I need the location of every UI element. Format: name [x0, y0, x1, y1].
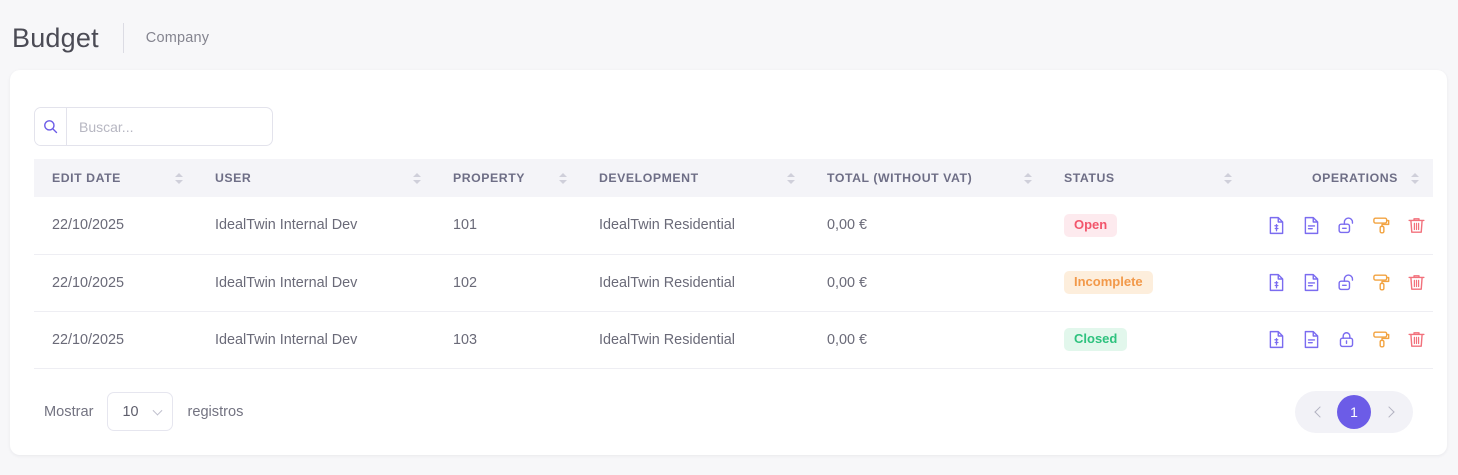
- trash-icon[interactable]: [1406, 215, 1427, 236]
- search-icon: [44, 120, 58, 134]
- chevron-right-icon: [1382, 406, 1395, 418]
- cell-operations: [1246, 197, 1433, 255]
- operations-group: [1264, 272, 1433, 293]
- header-divider: [122, 23, 124, 53]
- cell-status: Open: [1046, 197, 1246, 255]
- cell-property-link[interactable]: 102: [435, 254, 581, 312]
- table-body: 22/10/2025 IdealTwin Internal Dev 101 Id…: [34, 197, 1433, 369]
- column-header-user[interactable]: USER: [197, 159, 435, 197]
- sort-icon[interactable]: [559, 172, 567, 184]
- invoice-dollar-icon[interactable]: [1266, 272, 1287, 293]
- padlock-icon[interactable]: [1336, 329, 1357, 350]
- status-badge: Incomplete: [1064, 271, 1153, 294]
- page-size-select[interactable]: 10: [107, 392, 174, 431]
- table-head: EDIT DATE USER PROPERTY: [34, 159, 1433, 197]
- operations-group: [1264, 329, 1433, 350]
- paint-roller-icon[interactable]: [1371, 272, 1392, 293]
- status-badge: Closed: [1064, 328, 1128, 351]
- status-badge: Open: [1064, 213, 1118, 237]
- column-label: STATUS: [1064, 171, 1115, 185]
- table-row: 22/10/2025 IdealTwin Internal Dev 102 Id…: [34, 254, 1433, 312]
- cell-total: 0,00 €: [809, 254, 1046, 312]
- cell-development: IdealTwin Residential: [581, 197, 809, 255]
- column-label: DEVELOPMENT: [599, 171, 699, 185]
- show-label: Mostrar: [44, 403, 94, 420]
- column-header-development[interactable]: DEVELOPMENT: [581, 159, 809, 197]
- column-header-operations[interactable]: OPERATIONS: [1246, 159, 1433, 197]
- sort-icon[interactable]: [1024, 172, 1032, 184]
- column-label: USER: [215, 171, 252, 185]
- cell-user: IdealTwin Internal Dev: [197, 254, 435, 312]
- table-header-row: EDIT DATE USER PROPERTY: [34, 159, 1433, 197]
- cell-status: Incomplete: [1046, 254, 1246, 312]
- budget-table: EDIT DATE USER PROPERTY: [34, 159, 1433, 369]
- cell-total: 0,00 €: [809, 197, 1046, 255]
- document-lines-icon[interactable]: [1301, 272, 1322, 293]
- trash-icon[interactable]: [1406, 329, 1427, 350]
- sort-icon[interactable]: [1224, 172, 1232, 184]
- page-header: Budget Company: [0, 0, 1458, 58]
- page-size-value: 10: [122, 403, 139, 420]
- cell-operations: [1246, 311, 1433, 369]
- document-lines-icon[interactable]: [1301, 215, 1322, 236]
- search-input[interactable]: [67, 108, 272, 145]
- cell-edit-date: 22/10/2025: [34, 197, 197, 255]
- sort-icon[interactable]: [413, 172, 421, 184]
- budget-card: EDIT DATE USER PROPERTY: [10, 70, 1447, 455]
- search-box: [34, 107, 273, 146]
- page-title: Budget: [12, 22, 99, 53]
- cell-status: Closed: [1046, 311, 1246, 369]
- document-lines-icon[interactable]: [1301, 329, 1322, 350]
- cell-edit-date: 22/10/2025: [34, 254, 197, 312]
- cell-development: IdealTwin Residential: [581, 254, 809, 312]
- records-label: registros: [187, 403, 244, 420]
- cell-user: IdealTwin Internal Dev: [197, 197, 435, 255]
- chevron-left-icon: [1313, 406, 1326, 418]
- column-header-total[interactable]: TOTAL (WITHOUT VAT): [809, 159, 1046, 197]
- pagination-next-button[interactable]: [1373, 395, 1407, 429]
- cell-development: IdealTwin Residential: [581, 311, 809, 369]
- sort-icon[interactable]: [787, 172, 795, 184]
- column-header-property[interactable]: PROPERTY: [435, 159, 581, 197]
- column-label: OPERATIONS: [1312, 171, 1398, 185]
- trash-icon[interactable]: [1406, 272, 1427, 293]
- paint-roller-icon[interactable]: [1371, 329, 1392, 350]
- pagination: 1: [1295, 391, 1413, 433]
- breadcrumb: Company: [145, 30, 210, 46]
- padlock-icon[interactable]: [1336, 215, 1357, 236]
- sort-icon[interactable]: [175, 172, 183, 184]
- cell-property-link[interactable]: 103: [435, 311, 581, 369]
- paint-roller-icon[interactable]: [1371, 215, 1392, 236]
- column-label: EDIT DATE: [52, 171, 121, 185]
- padlock-icon[interactable]: [1336, 272, 1357, 293]
- column-header-edit-date[interactable]: EDIT DATE: [34, 159, 197, 197]
- table-row: 22/10/2025 IdealTwin Internal Dev 101 Id…: [34, 197, 1433, 255]
- column-label: PROPERTY: [453, 171, 526, 185]
- page-size-control: Mostrar 10 registros: [44, 392, 243, 431]
- sort-icon[interactable]: [1411, 172, 1419, 184]
- column-label: TOTAL (WITHOUT VAT): [827, 171, 973, 185]
- search-button[interactable]: [35, 108, 67, 145]
- cell-property-link[interactable]: 101: [435, 197, 581, 255]
- cell-user: IdealTwin Internal Dev: [197, 311, 435, 369]
- chevron-down-icon: [153, 405, 163, 416]
- pagination-page-1[interactable]: 1: [1337, 395, 1371, 429]
- pagination-prev-button[interactable]: [1301, 395, 1335, 429]
- invoice-dollar-icon[interactable]: [1266, 215, 1287, 236]
- invoice-dollar-icon[interactable]: [1266, 329, 1287, 350]
- table-row: 22/10/2025 IdealTwin Internal Dev 103 Id…: [34, 311, 1433, 369]
- cell-edit-date: 22/10/2025: [34, 311, 197, 369]
- cell-total: 0,00 €: [809, 311, 1046, 369]
- column-header-status[interactable]: STATUS: [1046, 159, 1246, 197]
- cell-operations: [1246, 254, 1433, 312]
- operations-group: [1264, 215, 1433, 236]
